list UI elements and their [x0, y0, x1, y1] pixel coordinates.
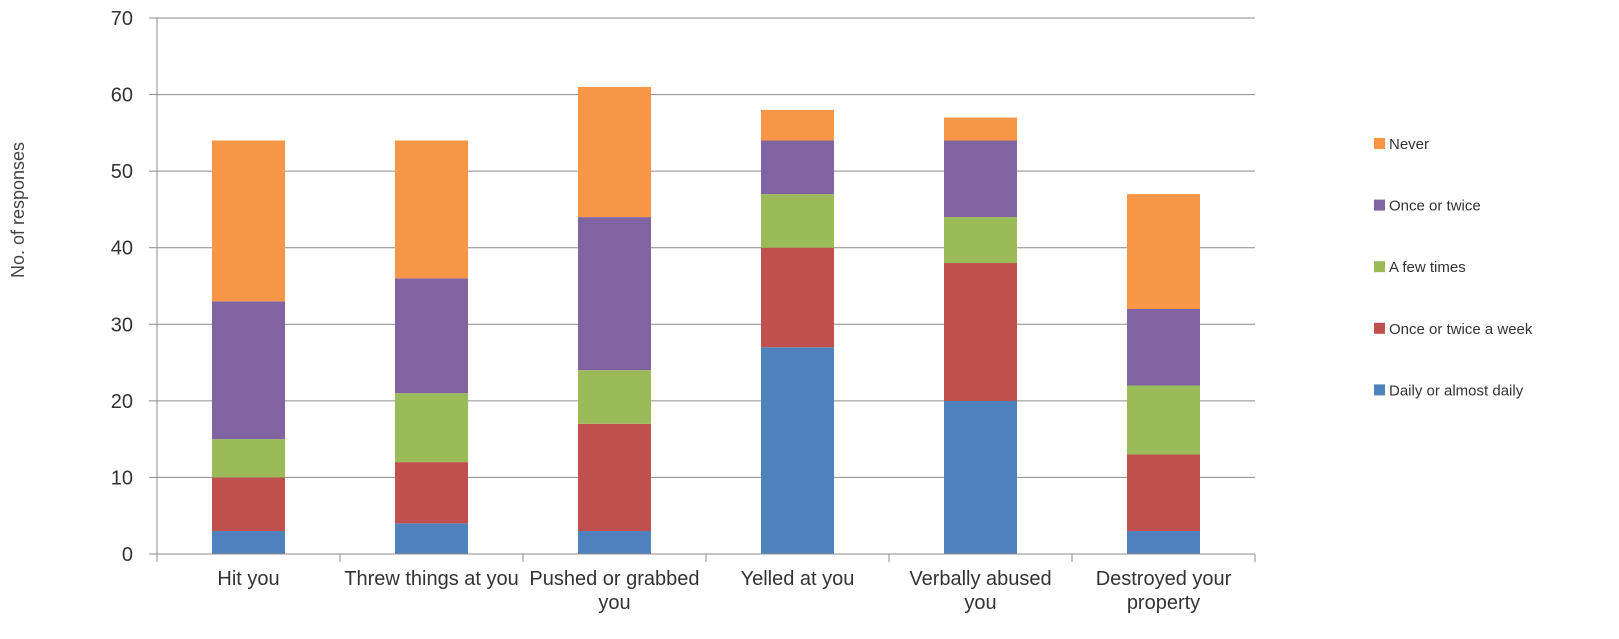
- bar-segment: [944, 140, 1017, 218]
- legend-item: Once or twice a week: [1374, 321, 1533, 338]
- legend-item: A few times: [1374, 259, 1466, 276]
- bar-segment: [1127, 308, 1200, 386]
- bar-segment: [578, 370, 651, 424]
- axes: 0 10 20 30 40 50 60 70 Hit you Threw things at yo…: [111, 8, 1256, 614]
- x-tick-label: Hit you: [217, 568, 279, 590]
- y-tick-label: 40: [111, 238, 133, 260]
- bar-segment: [212, 531, 285, 554]
- legend-label: A few times: [1389, 259, 1466, 276]
- bar-segment: [944, 400, 1017, 554]
- bar-segment: [212, 140, 285, 302]
- bar-segment: [395, 393, 468, 463]
- x-tick-label-line: property: [1127, 592, 1200, 614]
- y-axis-label: No. of responses: [8, 142, 28, 278]
- bar-segment: [578, 531, 651, 554]
- bar-segment: [578, 86, 651, 218]
- x-tick-label-line: Hit you: [217, 568, 279, 590]
- bar-segment: [944, 117, 1017, 141]
- bar-segment: [761, 109, 834, 141]
- legend-label: Once or twice a week: [1389, 321, 1533, 338]
- legend-item: Daily or almost daily: [1374, 382, 1524, 399]
- bar-segment: [395, 278, 468, 394]
- legend-swatch: [1374, 384, 1385, 396]
- bar-segment: [1127, 454, 1200, 532]
- bar-segment: [761, 194, 834, 248]
- y-tick-label: 0: [122, 544, 133, 566]
- bar-segment: [578, 423, 651, 532]
- bar-segment: [944, 263, 1017, 401]
- x-tick-label-line: Destroyed your: [1096, 568, 1232, 590]
- x-tick-label-line: Verbally abused: [909, 568, 1051, 590]
- y-tick-label: 50: [111, 161, 133, 183]
- legend: Never Once or twice A few times Once or twi…: [1374, 136, 1533, 399]
- y-tick-label: 70: [111, 8, 133, 30]
- bar-segment: [1127, 194, 1200, 309]
- legend-swatch: [1374, 322, 1385, 334]
- bar-segment: [1127, 385, 1200, 455]
- legend-label: Never: [1389, 136, 1429, 153]
- y-tick-label: 60: [111, 85, 133, 107]
- bar-segment: [212, 477, 285, 532]
- bar-segment: [212, 439, 285, 478]
- legend-label: Once or twice: [1389, 198, 1481, 215]
- x-tick-label-line: Threw things at you: [344, 568, 519, 590]
- bars: [212, 86, 1200, 554]
- bar-segment: [395, 462, 468, 524]
- bar-segment: [761, 140, 834, 195]
- bar-segment: [578, 217, 651, 371]
- bar-segment: [212, 301, 285, 440]
- bar-segment: [1127, 531, 1200, 554]
- x-tick-label-line: Pushed or grabbed: [529, 568, 699, 590]
- x-tick-label: Threw things at you: [344, 568, 519, 590]
- legend-swatch: [1374, 138, 1385, 149]
- x-tick-label: Destroyed your property: [1096, 568, 1232, 614]
- x-tick-label: Verbally abused you: [909, 568, 1051, 614]
- legend-item: Once or twice: [1374, 198, 1481, 215]
- bar-segment: [395, 140, 468, 279]
- legend-swatch: [1374, 199, 1385, 211]
- bar-segment: [761, 247, 834, 348]
- bar-segment: [395, 523, 468, 554]
- gridlines: [157, 17, 1255, 478]
- y-tick-label: 20: [111, 391, 133, 413]
- bar-segment: [944, 217, 1017, 264]
- x-tick-label-line: you: [964, 592, 996, 614]
- legend-label: Daily or almost daily: [1389, 382, 1524, 399]
- legend-item: Never: [1374, 136, 1429, 153]
- x-tick-label-line: Yelled at you: [741, 568, 855, 590]
- x-tick-label-line: you: [598, 592, 630, 614]
- x-tick-label: Pushed or grabbed you: [529, 568, 699, 614]
- y-tick-label: 10: [111, 467, 133, 489]
- y-tick-label: 30: [111, 314, 133, 336]
- legend-swatch: [1374, 261, 1385, 273]
- x-tick-label: Yelled at you: [741, 568, 855, 590]
- bar-segment: [761, 347, 834, 554]
